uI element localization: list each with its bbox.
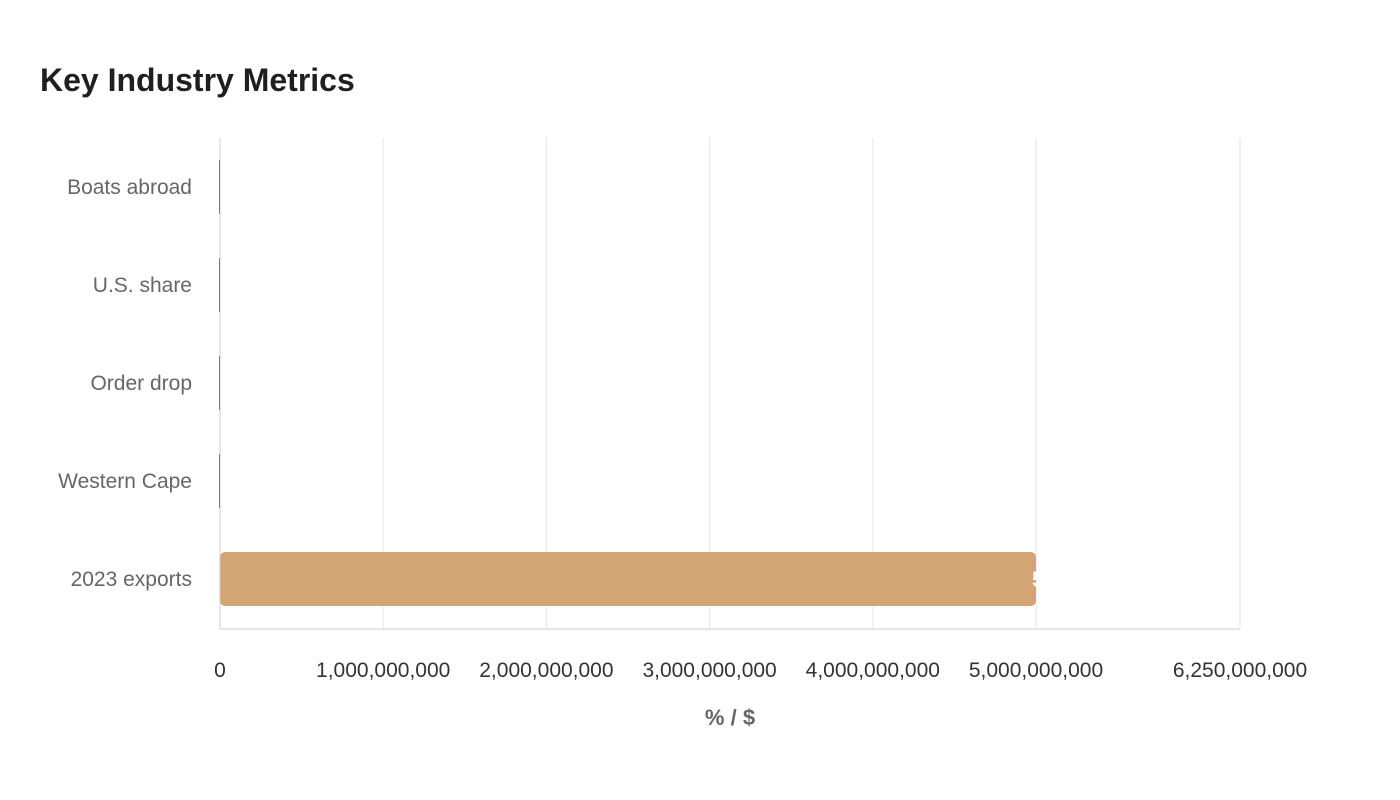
x-tick-label: 3,000,000,000 (642, 659, 776, 682)
x-axis-title: % / $ (705, 705, 755, 730)
chart-title: Key Industry Metrics (40, 62, 355, 98)
x-tick-label: 6,250,000,000 (1173, 659, 1307, 682)
axes (219, 138, 1240, 630)
x-tick-label: 4,000,000,000 (806, 659, 940, 682)
y-category-label: Boats abroad (67, 176, 192, 199)
bars (219, 160, 1036, 606)
x-tick-label: 0 (214, 659, 226, 682)
x-tick-label: 1,000,000,000 (316, 659, 450, 682)
y-category-label: 2023 exports (71, 568, 192, 591)
labels: 0 1,000,000,000 2,000,000,000 3,000,000,000… (58, 176, 1307, 682)
x-tick-label: 5,000,000,000 (969, 659, 1103, 682)
x-tick-label: 2,000,000,000 (479, 659, 613, 682)
bar-value-label: 5 (1032, 567, 1044, 592)
y-category-label: Western Cape (58, 470, 192, 493)
y-category-label: Order drop (90, 372, 192, 395)
y-category-label: U.S. share (93, 274, 192, 297)
bar (220, 552, 1036, 606)
grid-lines (382, 138, 1241, 629)
